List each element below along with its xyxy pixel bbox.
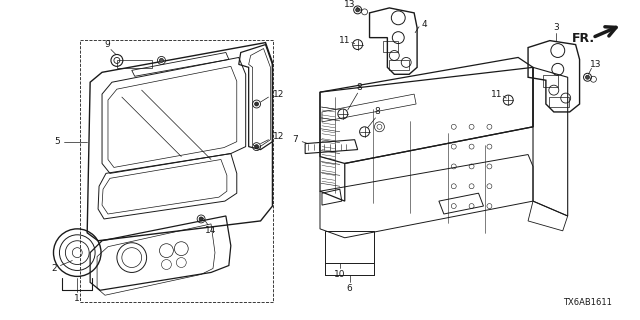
Text: 8: 8 — [374, 108, 380, 116]
Text: 3: 3 — [553, 23, 559, 32]
Text: TX6AB1611: TX6AB1611 — [563, 298, 612, 307]
Circle shape — [586, 75, 589, 79]
Text: FR.: FR. — [572, 32, 595, 45]
Bar — [325, 231, 374, 262]
Text: 10: 10 — [334, 270, 346, 279]
Text: 4: 4 — [421, 20, 427, 29]
Text: 1: 1 — [74, 294, 80, 303]
Text: 6: 6 — [347, 284, 353, 293]
Text: 13: 13 — [344, 0, 355, 10]
Text: 5: 5 — [54, 137, 60, 146]
Text: 11: 11 — [491, 90, 502, 99]
Text: 2: 2 — [52, 264, 58, 273]
Text: 12: 12 — [273, 132, 284, 141]
Circle shape — [356, 8, 360, 12]
Text: 7: 7 — [292, 135, 298, 144]
Circle shape — [199, 217, 203, 221]
Bar — [389, 60, 409, 70]
Text: 11: 11 — [339, 36, 351, 45]
Circle shape — [255, 102, 259, 106]
Bar — [80, 40, 273, 302]
Text: 12: 12 — [273, 90, 284, 99]
Bar — [543, 75, 558, 87]
Bar — [549, 97, 569, 107]
Circle shape — [255, 145, 259, 148]
Text: 9: 9 — [104, 40, 110, 49]
Circle shape — [159, 59, 163, 62]
Text: 14: 14 — [205, 226, 217, 235]
Bar — [383, 41, 398, 52]
Text: 8: 8 — [356, 83, 362, 92]
Text: 13: 13 — [589, 60, 601, 69]
